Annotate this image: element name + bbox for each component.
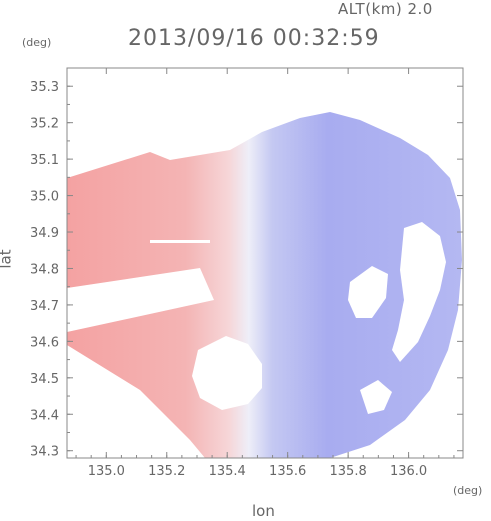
x-axis-ticks: 135.0 135.2 135.4 135.6 135.8 136.0	[75, 68, 455, 479]
y-tick-label: 35.2	[30, 117, 59, 132]
x-tick-label: 135.2	[148, 464, 185, 479]
no-data-sector	[67, 345, 205, 458]
x-axis-label: lon	[252, 502, 275, 520]
no-echo-region	[392, 222, 446, 362]
no-echo-region	[192, 336, 262, 410]
plot-frame	[66, 67, 464, 459]
y-tick-label: 35.1	[30, 153, 59, 168]
x-tick-label: 135.4	[209, 464, 246, 479]
y-tick-label: 34.8	[30, 262, 59, 277]
y-tick-label: 34.3	[30, 445, 59, 460]
x-tick-label: 135.0	[88, 464, 125, 479]
x-tick-label: 136.0	[390, 464, 427, 479]
no-echo-region	[348, 266, 388, 318]
radar-echo-area	[67, 112, 462, 458]
no-data-sector	[67, 268, 214, 332]
altitude-label: ALT(km) 2.0	[338, 0, 433, 18]
no-data-strip	[150, 240, 210, 243]
radar-echo-field	[67, 112, 462, 458]
x-unit-label: (deg)	[453, 484, 483, 497]
no-echo-region	[360, 380, 392, 414]
y-tick-label: 35.3	[30, 80, 59, 95]
y-tick-label: 34.7	[30, 299, 59, 314]
y-tick-label: 35.0	[30, 190, 59, 205]
y-tick-label: 34.5	[30, 372, 59, 387]
y-axis-ticks: 34.3 34.4 34.5 34.6 34.7 34.8 34.9 35.0 35.1 35.2…	[30, 67, 463, 460]
y-unit-label: (deg)	[22, 36, 52, 49]
scan-datetime: 2013/09/16 00:32:59	[128, 26, 380, 51]
x-tick-label: 135.8	[330, 464, 367, 479]
y-tick-label: 34.6	[30, 335, 59, 350]
y-tick-label: 34.4	[30, 408, 59, 423]
y-tick-label: 34.9	[30, 226, 59, 241]
x-tick-label: 135.6	[269, 464, 306, 479]
